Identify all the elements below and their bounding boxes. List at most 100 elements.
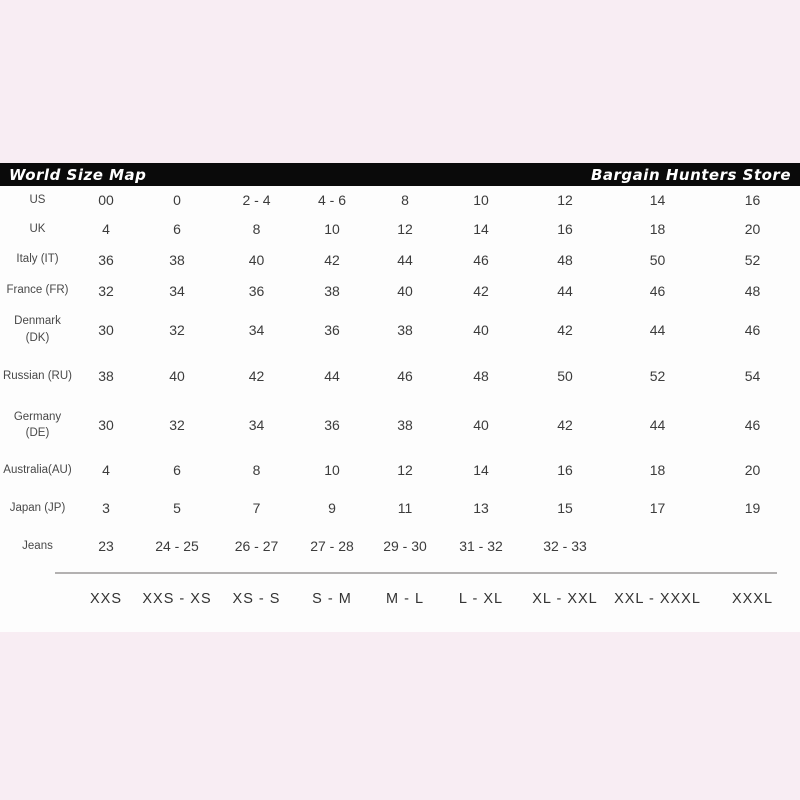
size-value-cell: 4 - 6: [317, 192, 346, 208]
size-value-cell: 29 - 30: [383, 538, 427, 554]
size-value-cell: 48: [744, 282, 761, 299]
size-value-cell: 5: [173, 500, 181, 516]
size-value-cell: 50: [557, 368, 573, 384]
size-value-cell: 12: [397, 462, 413, 478]
size-value-cell: 19: [744, 500, 761, 516]
size-value-cell: 16: [744, 192, 761, 208]
row-label: Australia(AU): [3, 463, 72, 476]
size-value-cell: 24 - 25: [155, 538, 199, 554]
size-value-cell: 50: [649, 251, 666, 268]
size-group-label: XL - XXL: [532, 590, 598, 607]
size-value-cell: 4: [102, 462, 110, 478]
size-value-cell: 52: [649, 368, 666, 384]
size-value-cell: 34: [248, 321, 265, 338]
size-value-cell: 7: [252, 500, 261, 516]
size-value-cell: 46: [744, 417, 761, 433]
size-value-cell: 42: [248, 368, 265, 384]
size-value-cell: [610, 527, 705, 565]
table-row: Russian (RU) 38 40 42 44 46 48 50 52 54: [0, 353, 800, 399]
size-value-cell: 42: [473, 282, 489, 299]
size-value-cell: 38: [169, 251, 185, 268]
size-value-cell: 32 - 33: [543, 538, 587, 554]
size-value-cell: 23: [98, 538, 114, 554]
size-value-cell: 52: [744, 251, 761, 268]
size-group-label: M - L: [385, 590, 425, 607]
size-value-cell: [705, 527, 800, 565]
size-group-label: XXS - XS: [142, 590, 212, 607]
size-value-cell: 10: [324, 221, 340, 237]
size-value-cell: 32: [169, 417, 185, 433]
size-value-cell: 40: [473, 321, 489, 338]
size-value-cell: 40: [248, 251, 265, 268]
size-value-cell: 40: [169, 368, 185, 384]
row-label: Italy (IT): [16, 253, 59, 266]
size-value-cell: 38: [98, 368, 114, 384]
size-value-cell: 6: [173, 462, 181, 478]
size-value-cell: 36: [324, 321, 340, 338]
size-value-cell: 20: [744, 462, 761, 478]
size-value-cell: 46: [744, 321, 761, 338]
size-value-cell: 27 - 28: [310, 538, 354, 554]
size-value-cell: 4: [102, 221, 110, 237]
size-value-cell: 12: [397, 221, 413, 237]
size-label-row: XXS XXS - XS XS - S S - M M - L L - XL XL - XX…: [0, 565, 800, 632]
size-value-cell: 10: [473, 192, 489, 208]
size-value-cell: 30: [98, 321, 114, 338]
row-label: France (FR): [6, 284, 69, 297]
store-banner-left-title: World Size Map: [9, 165, 147, 184]
size-value-cell: 10: [324, 462, 340, 478]
size-value-cell: 42: [324, 251, 340, 268]
size-value-cell: 18: [649, 221, 666, 237]
size-value-cell: 44: [649, 321, 666, 338]
size-value-cell: 44: [649, 417, 666, 433]
size-value-cell: 9: [328, 500, 336, 516]
size-value-cell: 46: [473, 251, 489, 268]
size-value-cell: 13: [473, 500, 489, 516]
size-value-cell: 14: [649, 192, 666, 208]
size-value-cell: 26 - 27: [234, 538, 279, 554]
size-value-cell: 42: [557, 321, 573, 338]
size-value-cell: 15: [557, 500, 573, 516]
size-value-cell: 6: [173, 221, 181, 237]
size-value-cell: 11: [397, 500, 413, 516]
table-row: France (FR) 32 34 36 38 40 42 44 46 48: [0, 275, 800, 306]
size-value-cell: 00: [98, 192, 114, 208]
table-row: Japan (JP) 3 5 7 9 11 13 15 17 19: [0, 489, 800, 527]
size-value-cell: 38: [324, 282, 340, 299]
size-value-cell: 8: [252, 221, 261, 237]
size-divider-line: [55, 572, 777, 574]
row-label: Germany (DE): [13, 410, 62, 439]
size-value-cell: 48: [557, 251, 573, 268]
size-value-cell: 44: [557, 282, 573, 299]
row-label: Jeans: [22, 539, 53, 552]
size-value-cell: 46: [397, 368, 413, 384]
size-group-label: L - XL: [458, 590, 504, 607]
size-value-cell: 42: [557, 417, 573, 433]
size-value-cell: 38: [397, 321, 413, 338]
table-row: Jeans 23 24 - 25 26 - 27 27 - 28 29 - 30 31 - …: [0, 527, 800, 565]
size-group-label: XXL - XXXL: [614, 590, 701, 607]
table-row: Denmark (DK) 30 32 34 36 38 40 42 44 46: [0, 306, 800, 353]
size-value-cell: 14: [473, 221, 489, 237]
size-value-cell: 36: [324, 417, 340, 433]
size-value-cell: 36: [248, 282, 265, 299]
size-value-cell: 18: [649, 462, 666, 478]
size-group-label: XS - S: [232, 590, 281, 607]
row-label: Russian (RU): [2, 369, 72, 382]
size-value-cell: 31 - 32: [459, 538, 503, 554]
size-value-cell: 36: [98, 251, 114, 268]
row-label: Japan (JP): [9, 501, 66, 514]
size-value-cell: 38: [397, 417, 413, 433]
size-value-cell: 32: [98, 282, 114, 299]
size-value-cell: 40: [397, 282, 413, 299]
size-group-label: S - M: [312, 590, 352, 607]
size-value-cell: 34: [169, 282, 185, 299]
size-value-cell: 2 - 4: [242, 192, 271, 208]
size-value-cell: 46: [649, 282, 666, 299]
header-bar: World Size Map Bargain Hunters Store: [0, 163, 800, 186]
table-row: Australia(AU) 4 6 8 10 12 14 16 18 20: [0, 451, 800, 489]
size-value-cell: 44: [324, 368, 340, 384]
